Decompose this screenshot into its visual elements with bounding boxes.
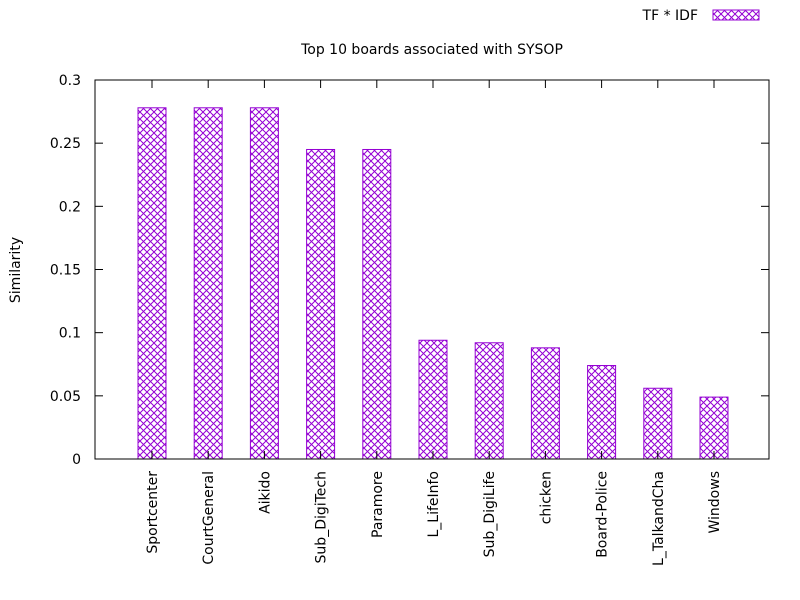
bar [643,387,673,460]
y-tick-label: 0.2 [59,199,81,215]
bar [193,107,223,460]
y-tick-label: 0.15 [50,263,81,279]
bar [137,107,167,460]
bar [474,342,504,460]
x-tick-label: CourtGeneral [201,471,217,565]
y-tick-label: 0 [72,452,81,468]
x-tick-label: Board-Police [595,471,611,558]
x-tick-label: Aikido [257,471,273,514]
y-tick-label: 0.05 [50,389,81,405]
bars [137,80,729,460]
bar [306,148,336,460]
x-tick-label: chicken [538,471,554,524]
bar [530,347,560,460]
x-tick-label: Sub_DigiTech [314,471,330,563]
chart-title: Top 10 boards associated with SYSOP [300,42,563,58]
x-tick-label: Paramore [370,471,386,538]
y-tick-label: 0.25 [50,136,81,152]
legend-label: TF * IDF [642,8,698,24]
legend: TF * IDF [642,8,760,24]
bar [362,148,392,460]
x-tick-label: Windows [707,471,723,534]
y-tick-label: 0.1 [59,326,81,342]
bar [699,396,729,460]
x-tick-label: Sportcenter [145,471,161,554]
x-tick-label: L_LifeInfo [426,471,442,538]
bar [418,339,448,460]
legend-swatch [712,9,760,21]
plot-frame [94,79,770,460]
y-tick-label: 0.3 [59,73,81,89]
y-axis-ticks: 0 0.05 0.1 0.15 0.2 0.25 0.3 [50,73,769,468]
x-tick-label: L_TalkandCha [651,471,667,566]
bar [587,365,617,460]
x-tick-label: Sub_DigiLife [482,471,498,557]
bar [249,107,279,460]
y-axis-label: Similarity [8,237,24,303]
x-axis-labels: Sportcenter CourtGeneral Aikido Sub_DigiTec… [145,471,723,566]
